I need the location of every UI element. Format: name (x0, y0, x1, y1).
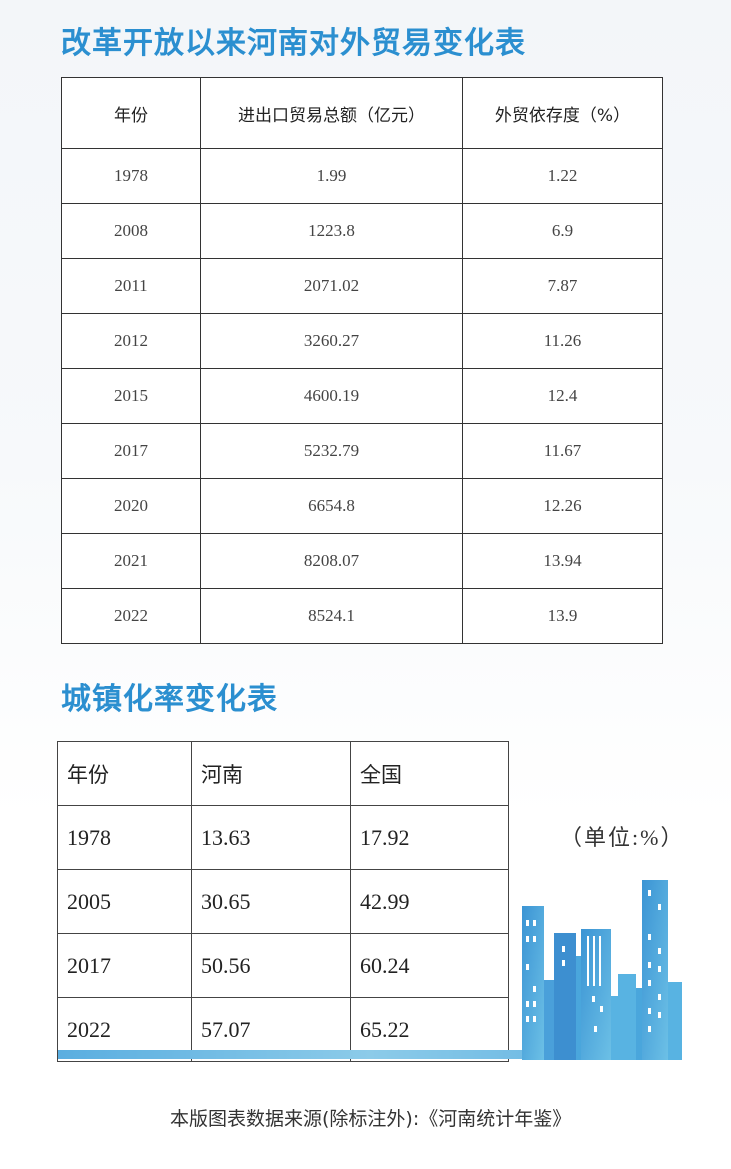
table-row: 2022 57.07 65.22 (57, 997, 509, 1062)
table-row: 2015 4600.19 12.4 (61, 368, 663, 424)
trade-table-title: 改革开放以来河南对外贸易变化表 (61, 26, 526, 61)
cell-year: 2017 (57, 933, 192, 998)
cell-value-1: 6654.8 (200, 478, 463, 534)
table-header-row: 年份 河南 全国 (57, 741, 509, 806)
table-row: 2005 30.65 42.99 (57, 869, 509, 934)
table-row: 2021 8208.07 13.94 (61, 533, 663, 589)
cell-year: 2011 (61, 258, 201, 314)
data-source-note: 本版图表数据来源(除标注外):《河南统计年鉴》 (170, 1108, 572, 1130)
table-row: 2011 2071.02 7.87 (61, 258, 663, 314)
cell-year: 2020 (61, 478, 201, 534)
cell-value-1: 1.99 (200, 148, 463, 204)
cell-value-2: 60.24 (350, 933, 509, 998)
cell-value-2: 12.4 (462, 368, 663, 424)
cell-value-2: 12.26 (462, 478, 663, 534)
cell-year: 2021 (61, 533, 201, 589)
table-row: 2022 8524.1 13.9 (61, 588, 663, 644)
cell-year: 2017 (61, 423, 201, 479)
table-row: 2012 3260.27 11.26 (61, 313, 663, 369)
cell-value-2: 42.99 (350, 869, 509, 934)
urbanization-table: 年份 河南 全国 1978 13.63 17.92 2005 30.65 42.99 201… (57, 741, 509, 1062)
header-year: 年份 (57, 741, 192, 806)
cell-value-1: 1223.8 (200, 203, 463, 259)
table-row: 1978 13.63 17.92 (57, 805, 509, 870)
header-henan: 河南 (191, 741, 351, 806)
header-total: 进出口贸易总额（亿元） (200, 77, 463, 149)
cell-value-2: 6.9 (462, 203, 663, 259)
cell-value-2: 1.22 (462, 148, 663, 204)
cell-value-1: 5232.79 (200, 423, 463, 479)
cell-year: 1978 (57, 805, 192, 870)
cell-year: 2005 (57, 869, 192, 934)
header-year: 年份 (61, 77, 201, 149)
cell-year: 2008 (61, 203, 201, 259)
cell-value-2: 11.67 (462, 423, 663, 479)
unit-label: （单位:%） (560, 825, 685, 850)
cell-value-1: 8208.07 (200, 533, 463, 589)
cell-value-2: 11.26 (462, 313, 663, 369)
urban-table-title: 城镇化率变化表 (61, 682, 278, 717)
table-row: 1978 1.99 1.22 (61, 148, 663, 204)
cell-value-1: 3260.27 (200, 313, 463, 369)
trade-table: 年份 进出口贸易总额（亿元） 外贸依存度（%） 1978 1.99 1.22 2008… (61, 77, 663, 644)
cell-value-2: 17.92 (350, 805, 509, 870)
city-skyline-illustration (522, 880, 682, 1060)
cell-value-1: 50.56 (191, 933, 351, 998)
cell-value-2: 13.94 (462, 533, 663, 589)
table-header-row: 年份 进出口贸易总额（亿元） 外贸依存度（%） (61, 77, 663, 149)
table-row: 2017 5232.79 11.67 (61, 423, 663, 479)
cell-value-1: 30.65 (191, 869, 351, 934)
cell-value-1: 13.63 (191, 805, 351, 870)
header-national: 全国 (350, 741, 509, 806)
cell-value-1: 2071.02 (200, 258, 463, 314)
cell-year: 2022 (61, 588, 201, 644)
cell-value-1: 8524.1 (200, 588, 463, 644)
cell-value-2: 7.87 (462, 258, 663, 314)
table-row: 2008 1223.8 6.9 (61, 203, 663, 259)
table-row: 2020 6654.8 12.26 (61, 478, 663, 534)
decorative-strip (58, 1050, 682, 1059)
cell-value-2: 13.9 (462, 588, 663, 644)
cell-year: 1978 (61, 148, 201, 204)
cell-year: 2012 (61, 313, 201, 369)
header-dependence: 外贸依存度（%） (462, 77, 663, 149)
cell-value-1: 4600.19 (200, 368, 463, 424)
table-row: 2017 50.56 60.24 (57, 933, 509, 998)
cell-year: 2015 (61, 368, 201, 424)
